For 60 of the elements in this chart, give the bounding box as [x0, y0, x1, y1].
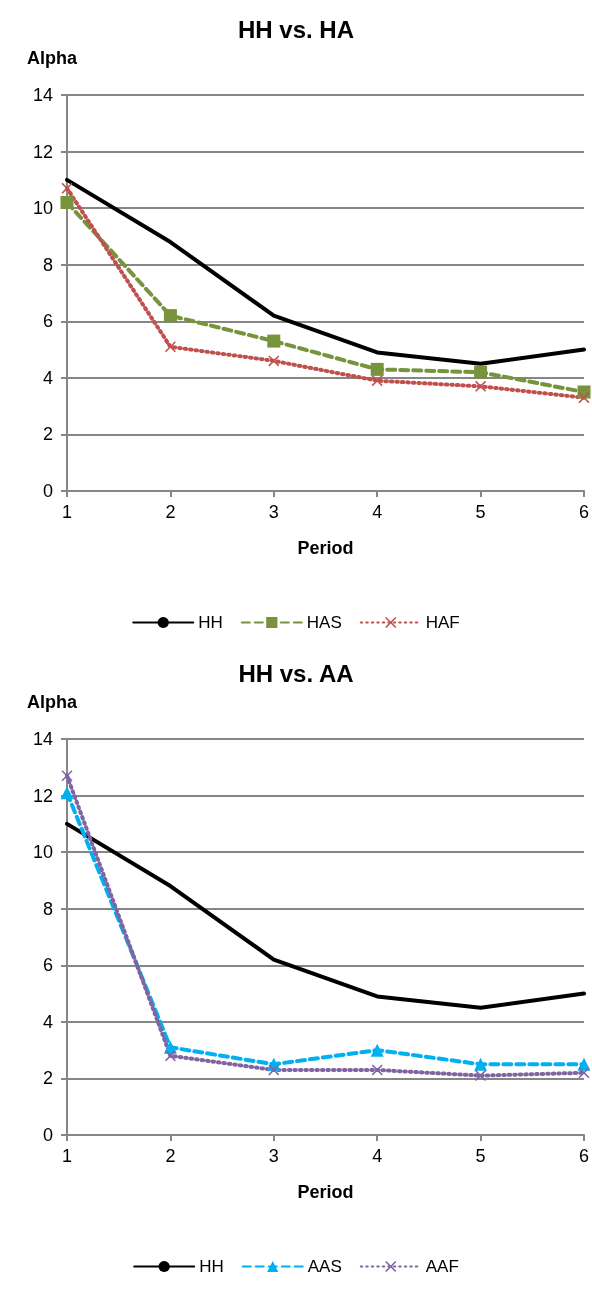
point: [163, 309, 177, 323]
point: [371, 375, 383, 387]
x-tick-label: 1: [61, 1146, 73, 1166]
point: [268, 355, 280, 367]
chart-title: HH vs. AA: [238, 659, 354, 687]
x-tick-label: 2: [165, 1146, 176, 1166]
y-tick-label: 6: [42, 311, 53, 332]
x-tick-label: 3: [268, 1146, 279, 1166]
legend-label: AAS: [307, 1257, 342, 1276]
y-tick-label: 0: [42, 1125, 53, 1145]
point: [578, 1067, 590, 1079]
y-tick-label: 10: [32, 198, 53, 219]
point: [474, 365, 488, 379]
legend-label: HH: [199, 1257, 224, 1276]
x-axis-title: Period: [297, 1182, 354, 1202]
y-axis-title: Alpha: [26, 48, 78, 68]
x-tick-label: 6: [578, 502, 589, 522]
y-tick-label: 12: [32, 785, 53, 806]
x-tick-label: 5: [475, 1146, 486, 1166]
point: [475, 380, 487, 392]
y-tick-label: 6: [42, 955, 53, 976]
legend-label: HH: [198, 613, 223, 632]
y-tick-label: 4: [42, 367, 53, 388]
point: [164, 341, 176, 353]
y-axis-title: Alpha: [26, 692, 78, 712]
point: [475, 1070, 487, 1082]
legend-label: HAS: [306, 613, 342, 632]
point: [370, 1043, 384, 1057]
x-tick-label: 4: [372, 502, 383, 522]
y-tick-label: 14: [32, 85, 53, 105]
x-tick-label: 2: [165, 502, 176, 522]
y-tick-label: 2: [42, 424, 53, 445]
y-tick-label: 8: [42, 898, 53, 919]
point: [267, 334, 281, 348]
x-tick-label: 4: [372, 1146, 383, 1166]
point: [474, 1057, 488, 1071]
point: [61, 770, 73, 782]
y-tick-label: 2: [42, 1068, 53, 1089]
y-tick-label: 4: [42, 1011, 53, 1032]
point: [60, 195, 74, 209]
y-tick-label: 10: [32, 842, 53, 863]
chart-title: HH vs. HA: [237, 15, 355, 43]
y-tick-label: 0: [42, 481, 53, 501]
x-tick-label: 6: [578, 1146, 589, 1166]
point: [60, 786, 74, 800]
x-tick-label: 5: [475, 502, 486, 522]
point: [370, 362, 384, 376]
point: [61, 182, 73, 194]
legend-label: HAF: [425, 613, 460, 632]
point: [164, 1050, 176, 1062]
point: [268, 1064, 280, 1076]
point: [578, 392, 590, 404]
x-tick-label: 3: [268, 502, 279, 522]
y-tick-label: 8: [42, 254, 53, 275]
x-axis-title: Period: [297, 538, 354, 558]
y-tick-label: 12: [32, 141, 53, 162]
legend-label: AAF: [425, 1257, 459, 1276]
y-tick-label: 14: [32, 729, 53, 749]
x-tick-label: 1: [61, 502, 73, 522]
point: [371, 1064, 383, 1076]
